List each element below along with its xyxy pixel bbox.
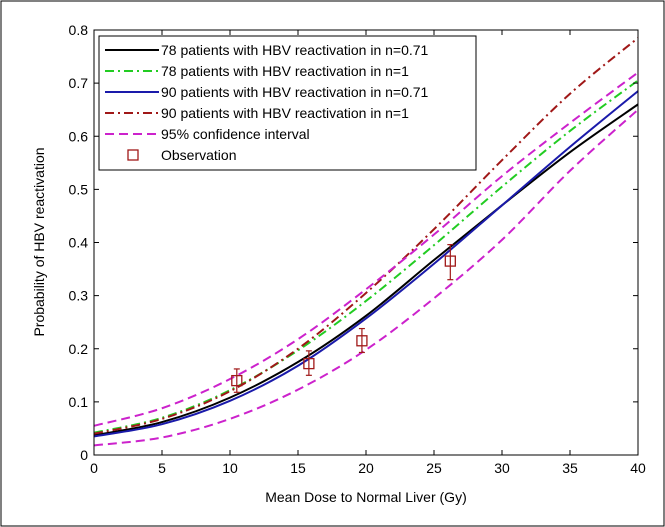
legend-label: Observation — [161, 147, 236, 163]
x-tick-label: 35 — [562, 460, 578, 476]
legend-label: 90 patients with HBV reactivation in n=0… — [161, 84, 429, 100]
series-line-1 — [93, 103, 639, 437]
legend-label: 78 patients with HBV reactivation in n=1 — [161, 63, 409, 79]
y-tick-label: 0 — [80, 447, 88, 463]
y-tick-label: 0.7 — [69, 75, 89, 91]
legend-label: 95% confidence interval — [161, 126, 310, 142]
series-line-4 — [93, 37, 639, 435]
series-line-5 — [93, 71, 639, 427]
series-line-6 — [93, 108, 639, 447]
x-tick-label: 0 — [90, 460, 98, 476]
legend-label: 90 patients with HBV reactivation in n=1 — [161, 105, 409, 121]
y-tick-label: 0.4 — [69, 235, 89, 251]
x-tick-label: 20 — [358, 460, 374, 476]
y-tick-label: 0.8 — [69, 22, 89, 38]
y-tick-label: 0.2 — [69, 341, 89, 357]
y-tick-label: 0.1 — [69, 394, 89, 410]
legend-swatch — [127, 149, 139, 161]
legend: 78 patients with HBV reactivation in n=0… — [98, 35, 477, 171]
observation-marker — [444, 255, 456, 267]
x-axis-label: Mean Dose to Normal Liver (Gy) — [265, 489, 467, 505]
legend-label: 78 patients with HBV reactivation in n=0… — [161, 42, 429, 58]
series-line-2 — [93, 79, 639, 434]
y-tick-label: 0.3 — [69, 288, 89, 304]
observation-marker — [303, 357, 315, 370]
x-tick-label: 15 — [290, 460, 306, 476]
x-tick-label: 10 — [222, 460, 238, 476]
series-group — [93, 37, 639, 447]
x-tick-label: 40 — [630, 460, 646, 476]
y-tick-label: 0.6 — [69, 128, 89, 144]
series-line-3 — [93, 90, 639, 438]
observation-group — [231, 244, 456, 393]
x-tick-label: 5 — [158, 460, 166, 476]
y-axis-label: Probability of HBV reactivation — [31, 147, 47, 336]
axis-ticks: 0 5 10 15 20 25 30 35 40 0 0.1 0.2 0.3 0.4 0.5 0.6 0.7 0.… — [69, 22, 646, 476]
observation-marker — [356, 335, 368, 347]
x-tick-label: 25 — [426, 460, 442, 476]
x-tick-label: 30 — [494, 460, 510, 476]
legend-box — [98, 35, 477, 171]
observation-marker — [231, 374, 243, 387]
y-tick-label: 0.5 — [69, 181, 89, 197]
